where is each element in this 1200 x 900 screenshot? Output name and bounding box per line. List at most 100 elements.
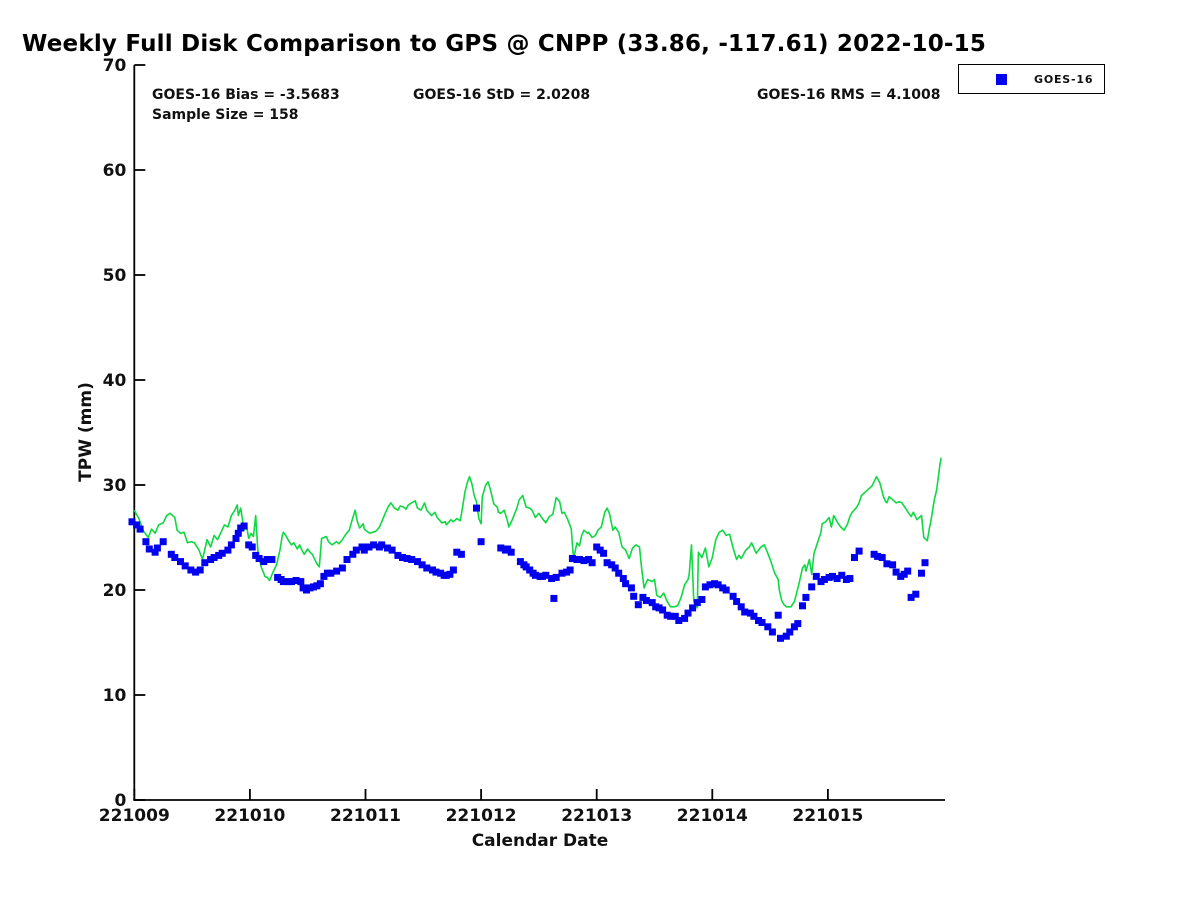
goes16-marker (878, 554, 886, 561)
goes16-marker (833, 575, 841, 582)
goes16-marker (737, 603, 745, 611)
goes16-marker (288, 578, 295, 586)
x-tick-label: 221013 (561, 806, 632, 826)
goes16-marker (399, 554, 406, 561)
goes16-marker (507, 548, 515, 556)
goes16-marker (418, 561, 426, 569)
stat-sample-size: Sample Size = 158 (152, 107, 299, 123)
goes16-marker (378, 541, 386, 549)
x-tick-label: 221011 (330, 806, 401, 826)
chart-title: Weekly Full Disk Comparison to GPS @ CNP… (22, 31, 987, 57)
x-axis-title: Calendar Date (471, 831, 609, 851)
goes16-marker (588, 559, 596, 567)
goes16-marker (365, 543, 373, 551)
goes16-marker (531, 571, 539, 579)
goes16-marker (552, 573, 560, 581)
goes16-marker (698, 596, 706, 603)
stat-bias: GOES-16 Bias = -3.5683 (152, 87, 340, 103)
goes16-marker (619, 575, 627, 582)
goes16-marker (812, 572, 820, 580)
goes16-marker (403, 555, 411, 562)
y-tick-label: 20 (103, 581, 127, 601)
legend-label: GOES-16 (1034, 72, 1094, 86)
goes16-marker (566, 566, 574, 574)
x-tick-label: 221014 (677, 806, 748, 826)
goes16-marker (627, 584, 635, 592)
goes16-marker (338, 564, 346, 572)
goes16-marker (802, 593, 810, 601)
goes16-marker (750, 612, 758, 620)
goes16-marker (634, 601, 642, 609)
goes16-marker (714, 581, 722, 589)
goes16-marker (851, 554, 858, 561)
goes16-marker (196, 566, 204, 574)
goes16-marker (782, 632, 790, 640)
y-tick-label: 30 (103, 476, 127, 496)
goes16-marker (615, 569, 623, 577)
goes16-marker (630, 592, 638, 600)
goes16-marker (768, 628, 776, 636)
goes16-marker (693, 599, 701, 607)
goes16-marker (232, 535, 240, 542)
goes16-marker (568, 555, 576, 562)
y-tick-label: 10 (103, 686, 127, 706)
goes16-marker (151, 548, 159, 556)
goes16-marker (316, 580, 324, 588)
goes16-marker (201, 559, 209, 567)
goes16-marker (659, 606, 667, 614)
goes16-marker (622, 580, 630, 588)
goes16-marker (153, 544, 161, 552)
goes16-marker (343, 556, 351, 563)
goes16-marker (227, 541, 235, 549)
goes16-marker (774, 611, 782, 619)
goes16-marker (733, 598, 741, 605)
x-tick-label: 221009 (99, 806, 170, 826)
goes16-marker (874, 552, 882, 560)
gps-line (133, 457, 942, 609)
goes16-marker (432, 568, 440, 576)
goes16-marker (408, 556, 416, 563)
goes16-marker (423, 564, 431, 572)
goes16-marker (192, 568, 200, 576)
goes16-marker (181, 562, 189, 570)
goes16-marker (248, 543, 256, 551)
goes16-marker (133, 521, 141, 529)
goes16-marker (279, 578, 287, 586)
goes16-marker (449, 566, 457, 574)
goes16-marker (240, 522, 248, 530)
goes16-marker (224, 546, 232, 554)
goes16-marker (758, 619, 766, 626)
goes16-marker (145, 545, 153, 553)
goes16-marker (729, 592, 737, 600)
goes16-marker (689, 604, 697, 612)
goes16-marker (268, 556, 276, 563)
y-tick-label: 70 (103, 56, 127, 76)
goes16-marker (808, 583, 816, 591)
goes16-marker (218, 549, 226, 557)
goes16-marker (838, 571, 846, 579)
goes16-marker (701, 583, 709, 591)
stat-std: GOES-16 StD = 2.0208 (413, 87, 591, 103)
goes16-marker (384, 544, 391, 552)
goes16-marker (912, 590, 920, 598)
goes16-marker (883, 560, 891, 568)
legend-box: GOES-16 (958, 64, 1105, 94)
goes16-marker (394, 551, 402, 559)
goes16-marker (648, 599, 656, 607)
goes16-marker (558, 569, 566, 577)
goes16-marker (892, 568, 900, 576)
goes16-marker (349, 550, 357, 558)
goes16-marker (550, 594, 558, 602)
goes16-marker (446, 570, 454, 578)
goes16-marker (786, 628, 794, 636)
goes16-marker (777, 634, 784, 642)
goes16-marker (453, 548, 461, 556)
goes16-marker (671, 612, 679, 620)
goes16-marker (918, 569, 925, 577)
goes16-marker (575, 556, 583, 563)
goes16-marker (907, 593, 915, 601)
goes16-marker (297, 578, 305, 586)
goes16-marker (741, 608, 749, 616)
